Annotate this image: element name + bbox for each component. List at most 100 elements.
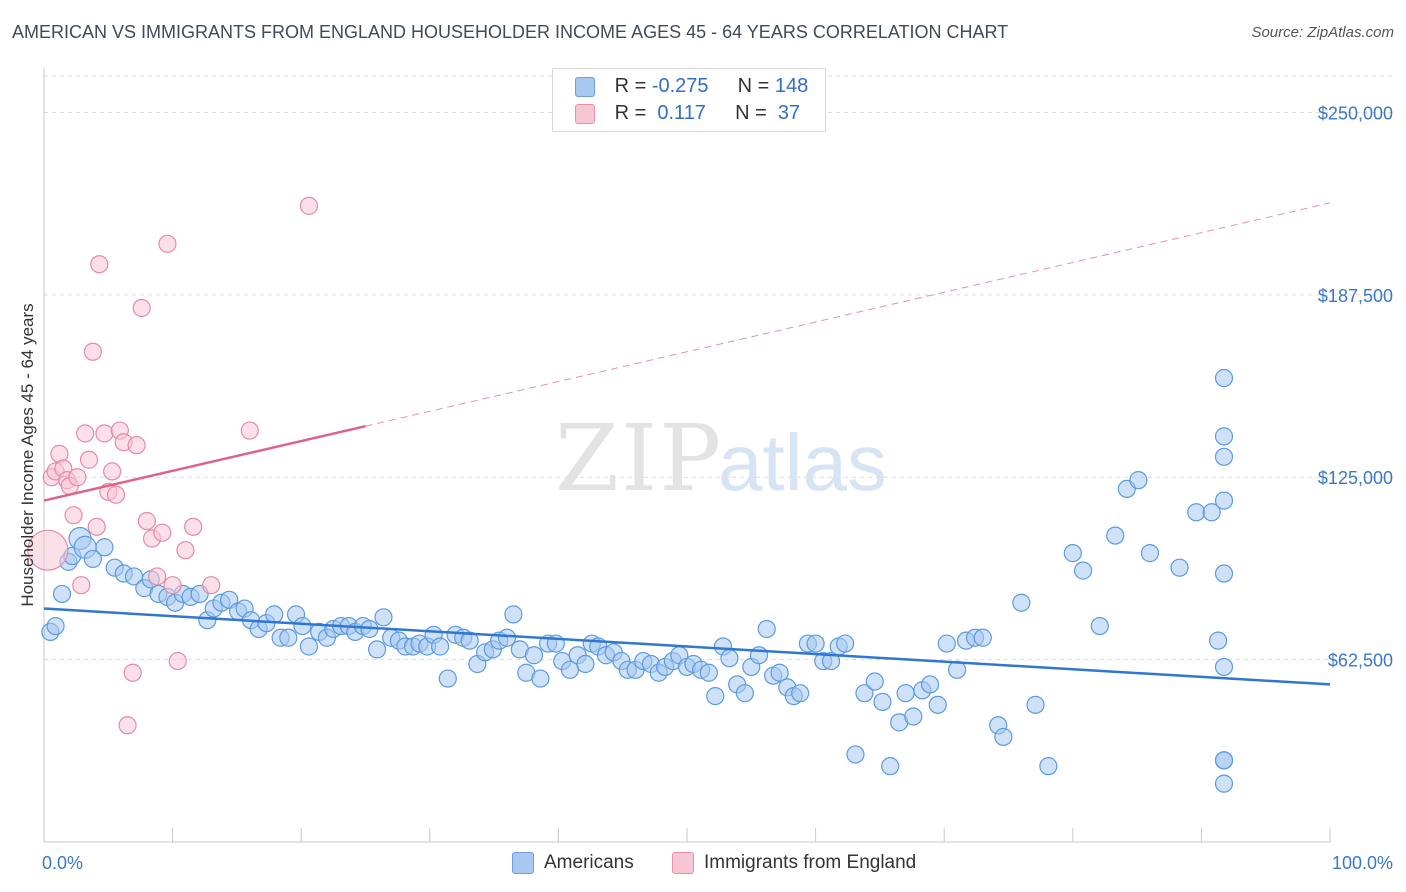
legend-r-value: -0.275 xyxy=(651,75,709,97)
point-immigrants xyxy=(137,511,156,531)
point-americans xyxy=(1214,774,1234,793)
point-immigrants xyxy=(76,424,95,443)
point-immigrants xyxy=(153,523,172,542)
axes xyxy=(43,68,1331,843)
point-americans xyxy=(720,649,739,668)
bottom-legend-americans: Americans xyxy=(512,852,634,874)
point-americans xyxy=(1140,544,1160,563)
y-tick-label: $250,000 xyxy=(1318,103,1393,123)
point-americans xyxy=(928,695,947,714)
point-americans xyxy=(1202,503,1221,522)
legend-n-value: 148 xyxy=(774,75,809,97)
point-americans xyxy=(735,684,754,703)
legend-swatch-immigrants xyxy=(575,103,595,124)
point-immigrants xyxy=(123,663,142,682)
point-americans xyxy=(1209,631,1228,650)
point-immigrants xyxy=(184,517,203,536)
point-americans xyxy=(430,637,450,656)
legend-swatch-americans xyxy=(575,76,595,97)
series-immigrants xyxy=(27,196,319,735)
point-americans xyxy=(576,654,595,674)
tick-labels: $62,500 $125,000 $187,500 $250,000 0.0% 100.0… xyxy=(42,103,1393,873)
point-americans xyxy=(920,675,940,694)
bottom-swatch-immigrants xyxy=(672,852,694,874)
point-immigrants xyxy=(72,576,91,595)
point-americans xyxy=(279,628,298,647)
trend-line-immigrants-dashed xyxy=(365,202,1331,427)
point-americans xyxy=(1073,561,1093,580)
point-americans xyxy=(757,619,776,639)
point-immigrants xyxy=(158,234,177,253)
point-immigrants xyxy=(90,255,109,274)
point-immigrants xyxy=(103,462,122,481)
point-americans xyxy=(1170,558,1189,577)
chart-title: AMERICAN VS IMMIGRANTS FROM ENGLAND HOUS… xyxy=(12,22,1009,42)
bottom-legend-americans-label: Americans xyxy=(544,852,634,874)
point-immigrants xyxy=(148,567,167,586)
point-immigrants xyxy=(240,421,259,440)
legend-row-immigrants: R = 0.117 N = 37 xyxy=(575,102,800,126)
point-americans xyxy=(806,634,825,653)
point-americans xyxy=(83,549,102,569)
point-immigrants xyxy=(79,450,99,469)
point-immigrants xyxy=(118,716,137,735)
point-americans xyxy=(973,628,992,647)
point-americans xyxy=(1214,491,1234,510)
point-americans xyxy=(846,745,865,764)
correlation-legend: R = -0.275 N = 148 R = 0.117 N = 37 xyxy=(552,68,826,132)
point-immigrants xyxy=(202,576,221,595)
legend-row-americans: R = -0.275 N = 148 xyxy=(575,75,808,99)
legend-n-label: N = xyxy=(737,75,775,97)
watermark-atlas: atlas xyxy=(718,418,887,507)
trend-line-americans xyxy=(43,607,1331,686)
point-americans xyxy=(293,616,312,636)
point-immigrants xyxy=(95,424,114,443)
point-immigrants xyxy=(83,342,102,361)
point-americans xyxy=(873,692,892,712)
bottom-legend-immigrants-label: Immigrants from England xyxy=(704,852,917,874)
point-americans xyxy=(374,608,393,627)
point-americans xyxy=(770,663,789,682)
point-americans xyxy=(855,684,874,703)
point-americans xyxy=(497,628,517,647)
trend-line-immigrants-solid xyxy=(43,424,366,502)
y-tick-label: $62,500 xyxy=(1328,651,1393,671)
point-americans xyxy=(531,669,550,688)
point-americans xyxy=(1012,593,1031,612)
point-immigrants xyxy=(106,485,126,504)
point-americans xyxy=(821,651,841,671)
point-americans xyxy=(1129,471,1148,490)
watermark: ZIP atlas xyxy=(555,405,887,512)
legend-r-label: R = xyxy=(614,102,652,124)
point-americans xyxy=(1063,544,1082,563)
x-tick-label-left: 0.0% xyxy=(42,853,83,873)
point-immigrants xyxy=(132,298,151,318)
point-americans xyxy=(299,637,319,656)
point-americans xyxy=(1214,564,1234,583)
point-americans xyxy=(1090,616,1109,636)
legend-r-value: 0.117 xyxy=(651,102,706,124)
bottom-swatch-americans xyxy=(512,852,534,874)
point-immigrants xyxy=(168,651,187,671)
point-americans xyxy=(1187,503,1206,522)
point-americans xyxy=(1214,657,1234,677)
point-americans xyxy=(95,538,114,557)
point-americans xyxy=(994,727,1013,747)
legend-r-label: R = xyxy=(614,75,652,97)
point-immigrants xyxy=(299,196,319,215)
point-americans xyxy=(865,672,884,691)
point-americans xyxy=(1214,447,1234,466)
point-immigrants xyxy=(68,468,87,487)
point-americans xyxy=(46,616,65,636)
point-americans xyxy=(699,663,718,682)
point-americans xyxy=(706,686,725,706)
point-americans xyxy=(896,684,915,703)
point-americans xyxy=(791,684,810,703)
point-americans xyxy=(367,640,387,659)
point-immigrants xyxy=(64,506,83,525)
point-americans xyxy=(836,634,855,653)
point-immigrants xyxy=(27,529,69,571)
point-americans xyxy=(504,605,523,624)
y-tick-label: $187,500 xyxy=(1318,286,1393,306)
